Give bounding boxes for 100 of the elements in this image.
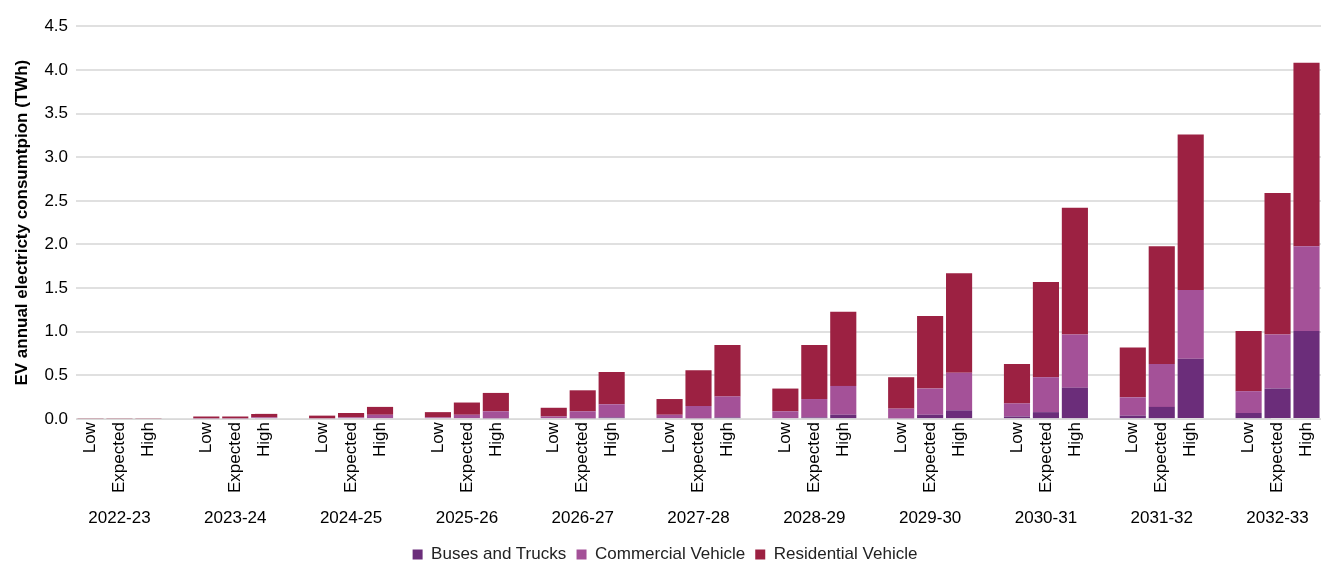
x-tick-label: Expected — [688, 422, 708, 494]
x-tick-label: High — [1296, 422, 1316, 458]
text: 2027-28 — [667, 508, 730, 528]
bar — [946, 372, 973, 411]
text: 2028-29 — [783, 508, 846, 528]
x-tick-label: Low — [80, 421, 100, 454]
bar — [598, 404, 625, 418]
bar — [656, 414, 683, 419]
y-tick-label: 4.5 — [44, 15, 69, 35]
bar — [830, 385, 857, 415]
bar — [540, 407, 567, 417]
x-tick-label: High — [601, 422, 621, 458]
bar — [772, 411, 799, 419]
text: 2024-25 — [319, 508, 383, 528]
bar — [338, 413, 365, 418]
x-tick-label: Low — [543, 421, 563, 454]
bar — [1293, 246, 1320, 331]
y-tick-label: 0.5 — [44, 365, 69, 385]
y-tick-label: 1.5 — [44, 277, 69, 297]
bar — [1061, 334, 1088, 388]
x-tick-label: High — [948, 422, 968, 458]
bar — [1177, 134, 1204, 290]
bar — [772, 388, 799, 412]
bar — [424, 412, 451, 418]
text: 2023-24 — [204, 508, 267, 528]
bar — [714, 344, 741, 397]
x-tick-label: Expected — [340, 422, 360, 494]
bar — [453, 402, 480, 415]
x-tick-label: High — [485, 422, 505, 458]
bar — [830, 311, 857, 386]
bar — [1061, 207, 1088, 335]
x-tick-label: Low — [1006, 421, 1026, 454]
y-tick-label: 3.5 — [44, 103, 69, 123]
x-tick-label: Expected — [224, 422, 244, 494]
text: 2026-27 — [551, 508, 614, 528]
text: 2025-26 — [435, 508, 499, 528]
x-tick-label: High — [253, 422, 273, 458]
bar — [946, 273, 973, 373]
bar — [569, 390, 596, 412]
x-tick-label: Low — [427, 421, 447, 454]
x-tick-label: Expected — [1035, 422, 1055, 494]
x-tick-label: Low — [1238, 421, 1258, 454]
bar — [1235, 413, 1262, 419]
bar — [1177, 289, 1204, 359]
y-tick-label: 3.0 — [44, 146, 69, 166]
x-tick-label: High — [138, 422, 158, 458]
legend-label: Commercial Vehicle — [595, 544, 746, 564]
bar — [1235, 391, 1262, 414]
bar — [1032, 412, 1059, 419]
bar — [1177, 358, 1204, 419]
bar — [569, 411, 596, 419]
bar — [946, 410, 973, 419]
x-tick-label: Expected — [456, 422, 476, 494]
bar — [801, 399, 828, 418]
bar — [1119, 347, 1146, 398]
bar — [801, 344, 828, 400]
bar — [1293, 62, 1320, 247]
bar — [1148, 364, 1175, 407]
bar — [1148, 246, 1175, 365]
y-tick-label: 0.0 — [44, 408, 69, 428]
bar — [1264, 388, 1291, 419]
bar — [888, 408, 915, 419]
bar — [482, 411, 509, 419]
bar — [656, 399, 683, 415]
bar — [714, 396, 741, 418]
x-tick-label: Low — [890, 421, 910, 454]
bar — [685, 370, 712, 407]
x-tick-label: Low — [659, 421, 679, 454]
bar — [1032, 377, 1059, 413]
x-tick-label: Low — [1122, 421, 1142, 454]
y-tick-label: 2.0 — [44, 234, 69, 254]
bar — [917, 316, 944, 389]
x-tick-label: Expected — [572, 422, 592, 494]
x-tick-label: High — [832, 422, 852, 458]
x-tick-label: Low — [196, 421, 216, 454]
y-tick-label: 4.0 — [44, 59, 69, 79]
bar — [1061, 387, 1088, 419]
x-tick-label: High — [1064, 422, 1084, 458]
y-axis-title: EV annual electricty consumtpion (TWh) — [11, 59, 31, 386]
bar — [1003, 364, 1031, 404]
text: 2022-23 — [88, 508, 151, 528]
y-tick-label: 1.0 — [44, 321, 69, 341]
bar — [1264, 334, 1291, 389]
x-tick-label: Low — [775, 421, 795, 454]
x-tick-label: High — [717, 422, 737, 458]
bar — [917, 388, 944, 415]
x-tick-label: Expected — [919, 422, 939, 494]
bar — [1148, 406, 1175, 419]
bar — [1264, 192, 1291, 335]
bar — [685, 406, 712, 419]
bar — [1003, 403, 1031, 417]
bar — [888, 377, 915, 409]
bar — [598, 371, 625, 405]
x-tick-label: High — [1180, 422, 1200, 458]
text: 2032-33 — [1246, 508, 1309, 528]
text: 2031-32 — [1130, 508, 1193, 528]
bar — [366, 406, 394, 415]
bar — [1293, 330, 1320, 419]
x-tick-label: Low — [311, 421, 331, 454]
x-tick-label: Expected — [804, 422, 823, 494]
